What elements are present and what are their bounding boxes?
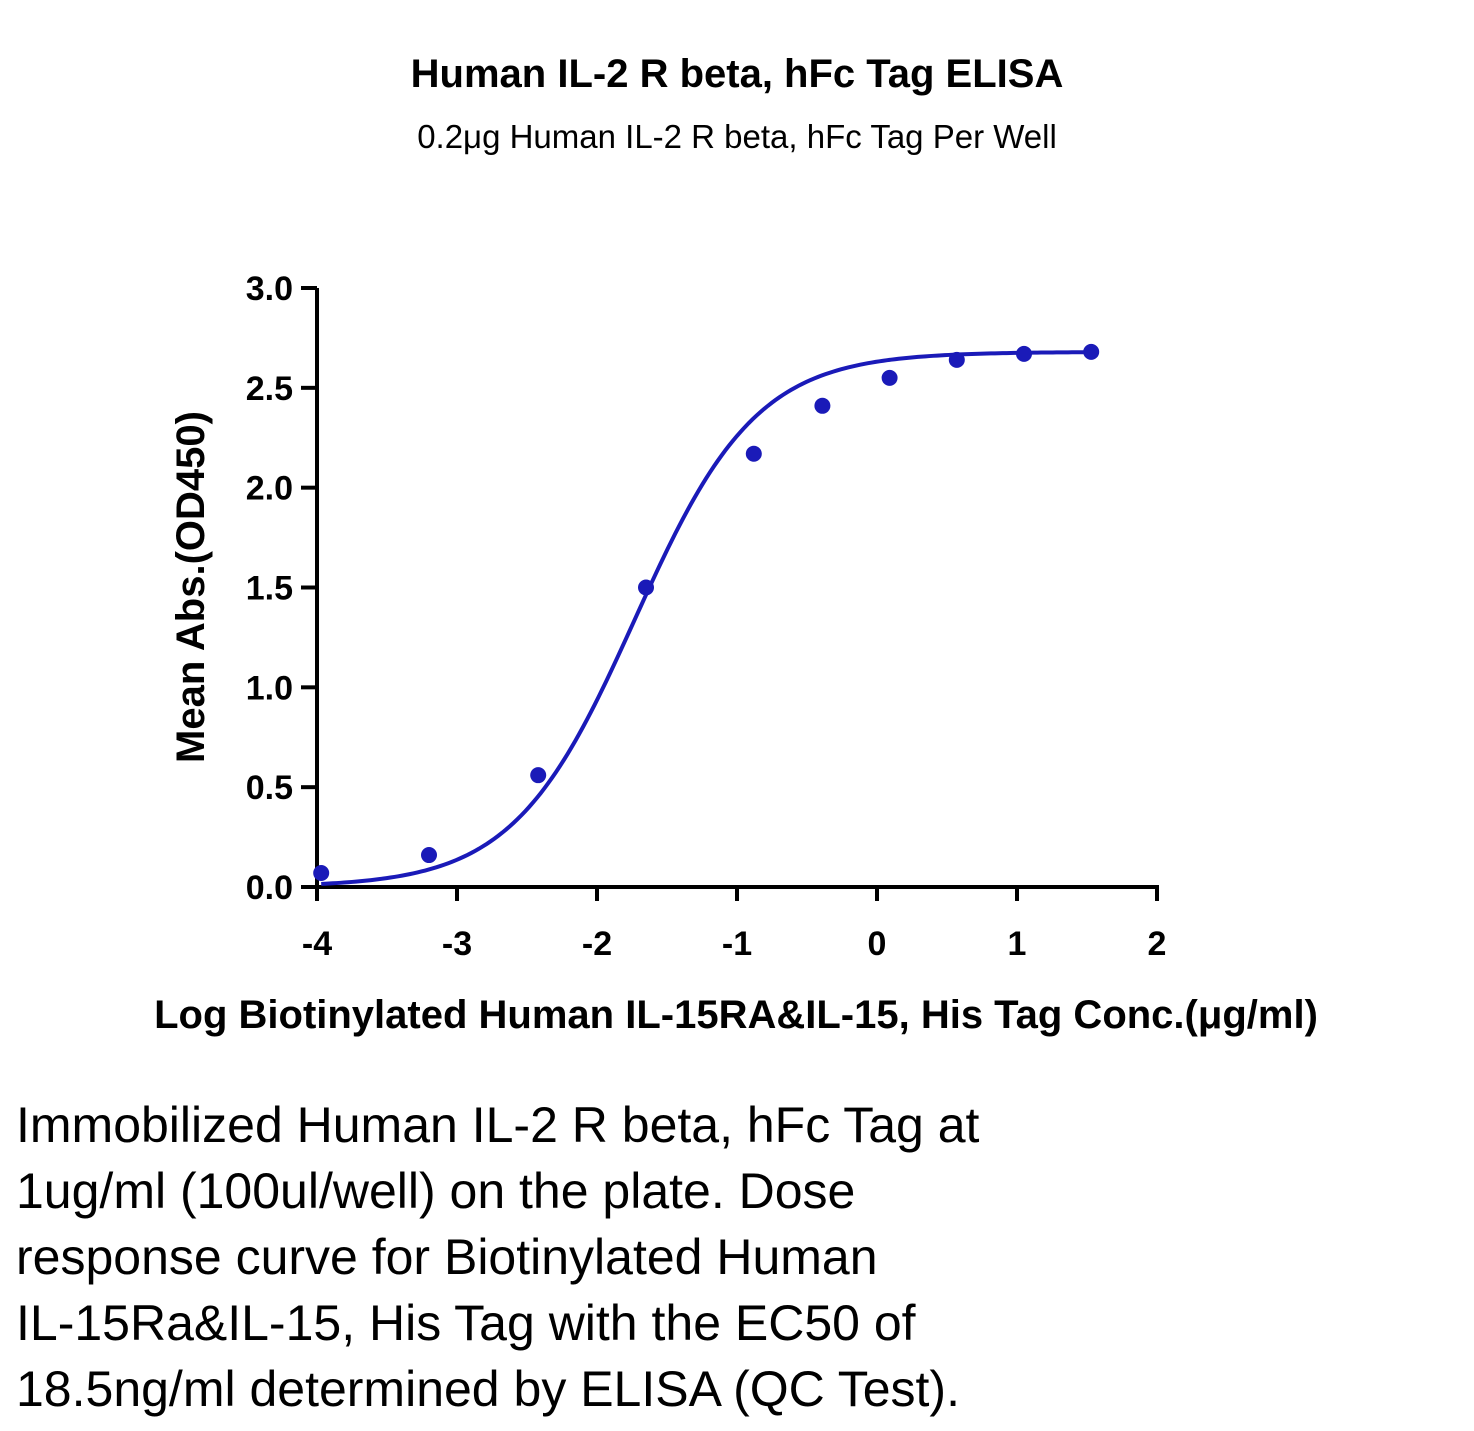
y-tick-label: 1.5 (246, 570, 293, 608)
y-tick-label: 0.0 (246, 869, 293, 907)
y-tick-label: 3.0 (246, 270, 293, 308)
data-point (638, 579, 654, 596)
fit-curve (321, 350, 1092, 886)
y-tick-label: 0.5 (246, 769, 293, 807)
x-axis-label: Log Biotinylated Human IL-15RA&IL-15, Hi… (154, 993, 1318, 1037)
x-tick-label: 2 (1148, 925, 1167, 963)
data-point (313, 865, 330, 882)
y-tick-label: 1.0 (246, 669, 293, 707)
axes (315, 288, 1159, 901)
x-tick-label: -2 (582, 925, 612, 963)
data-point (881, 369, 898, 386)
data-point (1083, 343, 1100, 360)
dose-response-chart: -4 -3 -2 -1 0 1 2 0.0 0.5 1.0 1.5 2.0 2.5 3.0 Mean Ab… (154, 270, 1318, 1037)
x-tick-label: -1 (722, 925, 752, 963)
data-point (530, 767, 547, 784)
data-points-layer (313, 343, 1100, 882)
data-point (745, 445, 762, 462)
y-axis-label: Mean Abs.(OD450) (169, 411, 213, 763)
figure-caption: Immobilized Human IL-2 R beta, hFc Tag a… (16, 1097, 980, 1417)
x-tick-label: -3 (442, 925, 472, 963)
data-point (814, 397, 831, 414)
chart-subtitle: 0.2μg Human IL-2 R beta, hFc Tag Per Wel… (417, 118, 1057, 155)
data-point (1016, 345, 1032, 362)
y-tick-label: 2.0 (246, 470, 293, 508)
x-tick-label: 0 (868, 925, 887, 963)
data-point (948, 351, 965, 368)
ticks: -4 -3 -2 -1 0 1 2 0.0 0.5 1.0 1.5 2.0 2.5 3.0 (246, 270, 1167, 963)
y-tick-label: 2.5 (246, 370, 293, 408)
data-point (421, 847, 437, 864)
x-tick-label: 1 (1008, 925, 1027, 963)
fit-curve-layer (321, 350, 1092, 886)
x-tick-label: -4 (302, 925, 332, 963)
chart-title: Human IL-2 R beta, hFc Tag ELISA (410, 52, 1064, 96)
